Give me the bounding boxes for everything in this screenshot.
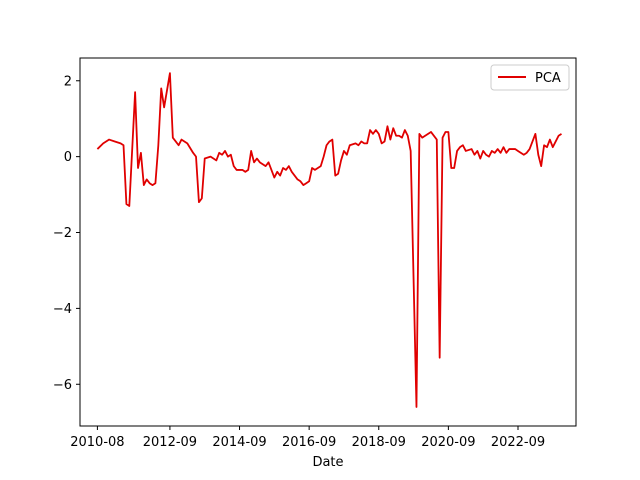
x-tick-label: 2014-09 (212, 435, 266, 450)
y-tick-label: 2 (64, 74, 72, 89)
x-tick-label: 2016-09 (282, 435, 336, 450)
y-axis: 2 0 −2 −4 −6 (53, 74, 80, 393)
legend: PCA (490, 64, 570, 91)
plot-area (96, 72, 562, 408)
x-axis: 2010-08 2012-09 2014-09 2016-09 2018-09 2020-… (70, 426, 545, 450)
x-tick-label: 2020-09 (421, 435, 475, 450)
x-tick-label: 2010-08 (70, 435, 124, 450)
series-line-pca (96, 72, 562, 408)
x-tick-label: 2022-09 (491, 435, 545, 450)
legend-label: PCA (535, 71, 561, 86)
x-tick-label: 2012-09 (143, 435, 197, 450)
x-tick-label: 2018-09 (352, 435, 406, 450)
y-tick-label: −2 (53, 226, 72, 241)
legend-box (490, 64, 570, 91)
axes-frame (79, 57, 577, 427)
y-tick-label: −4 (53, 302, 72, 317)
x-axis-label: Date (312, 455, 343, 470)
y-tick-label: −6 (53, 378, 72, 393)
y-tick-label: 0 (64, 150, 72, 165)
